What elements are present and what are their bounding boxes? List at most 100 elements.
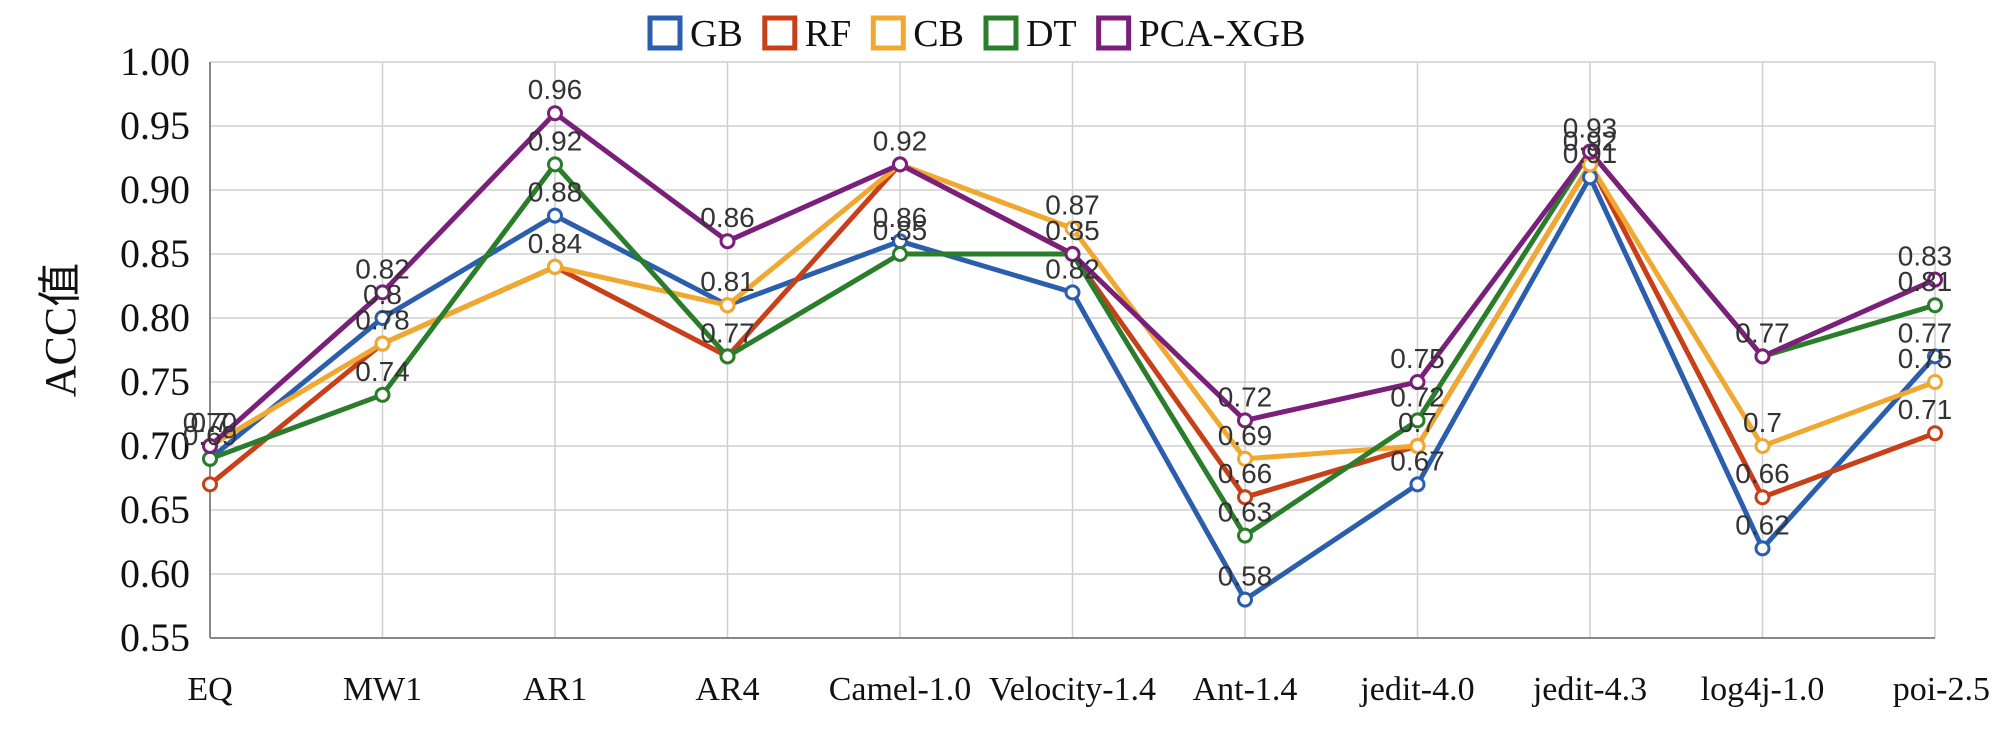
y-tick-label: 0.90 xyxy=(120,167,190,212)
legend-item-rf: RF xyxy=(762,13,851,55)
data-point-dt xyxy=(1237,527,1253,544)
data-point-pca-xgb xyxy=(374,284,391,301)
data-point-dt xyxy=(1409,412,1426,429)
legend-item-dt: DT xyxy=(983,13,1077,55)
data-point-gb xyxy=(1064,284,1081,301)
data-point-cb xyxy=(1064,220,1081,237)
data-label: 0.8 xyxy=(363,279,402,310)
x-tick-label: AR4 xyxy=(695,671,759,708)
y-tick-label: 0.55 xyxy=(120,615,190,660)
data-point-rf xyxy=(1237,489,1253,506)
legend-label: GB xyxy=(690,13,743,55)
data-label: 0.81 xyxy=(700,266,755,297)
y-tick-label: 0.85 xyxy=(120,231,190,276)
data-point-pca-xgb xyxy=(1927,271,1943,288)
data-label: 0.82 xyxy=(1045,253,1100,284)
data-point-dt xyxy=(202,450,218,467)
legend-swatch xyxy=(762,15,798,51)
data-point-pca-xgb xyxy=(1582,143,1598,160)
data-label: 0.92 xyxy=(528,125,583,156)
data-label: 0.84 xyxy=(528,228,583,259)
data-labels: 0.70.690.700.820.80.780.740.960.920.880.… xyxy=(183,74,1953,591)
data-label: 0.77 xyxy=(1735,317,1790,348)
y-tick-label: 0.70 xyxy=(120,423,190,468)
data-label: 0.77 xyxy=(1898,317,1953,348)
data-label: 0.82 xyxy=(355,253,410,284)
data-point-dt xyxy=(892,246,908,262)
data-point-cb xyxy=(1927,374,1943,390)
x-tick-label: jedit-4.3 xyxy=(1532,671,1647,708)
x-tick-label: Velocity-1.4 xyxy=(989,671,1156,708)
x-tick-label: MW1 xyxy=(343,671,422,708)
data-label: 0.92 xyxy=(1563,125,1618,156)
y-tick-label: 0.75 xyxy=(120,359,190,404)
legend-swatch xyxy=(870,15,906,51)
series-points xyxy=(202,105,1943,608)
data-point-rf xyxy=(202,476,218,493)
legend-swatch xyxy=(1096,15,1132,51)
y-axis-label: ACC值 xyxy=(36,263,85,397)
data-point-pca-xgb xyxy=(1754,348,1771,365)
x-tick-label: poi-2.5 xyxy=(1893,671,1990,708)
data-label: 0.72 xyxy=(1218,381,1273,412)
data-point-pca-xgb xyxy=(1237,412,1253,429)
data-point-pca-xgb xyxy=(1409,374,1426,390)
data-point-gb xyxy=(1754,540,1771,557)
data-label: 0.75 xyxy=(1390,343,1445,374)
data-label: 0.92 xyxy=(873,125,928,156)
axes: 0.550.600.650.700.750.800.850.900.951.00… xyxy=(120,39,1990,708)
data-label: 0.74 xyxy=(355,356,410,387)
data-label: 0.66 xyxy=(1735,458,1790,489)
legend-label: DT xyxy=(1026,13,1077,55)
data-label: 0.7 xyxy=(191,407,230,438)
data-label: 0.87 xyxy=(1045,189,1100,220)
data-label: 0.69 xyxy=(1218,420,1273,451)
y-tick-label: 0.80 xyxy=(120,295,190,340)
data-label: 0.86 xyxy=(873,202,928,233)
legend-label: CB xyxy=(913,13,964,55)
y-tick-label: 0.95 xyxy=(120,103,190,148)
data-point-dt xyxy=(547,156,563,173)
data-point-gb xyxy=(1582,169,1598,186)
data-label: 0.63 xyxy=(1218,497,1273,528)
data-point-pca-xgb xyxy=(719,233,736,250)
legend-swatch xyxy=(983,15,1019,51)
y-tick-label: 0.60 xyxy=(120,551,190,596)
data-point-gb xyxy=(1409,476,1426,493)
data-label: 0.75 xyxy=(1898,343,1953,374)
y-tick-label: 0.65 xyxy=(120,487,190,532)
legend: GB RF CB DT PCA-XGB xyxy=(647,13,1306,55)
data-label: 0.66 xyxy=(1218,458,1273,489)
data-point-cb xyxy=(1409,438,1426,454)
data-point-dt xyxy=(374,386,391,403)
data-label: 0.93 xyxy=(1563,113,1618,144)
data-label: 0.7 xyxy=(1743,407,1782,438)
data-label: 0.81 xyxy=(1898,266,1953,297)
legend-item-gb: GB xyxy=(647,13,743,55)
x-tick-label: jedit-4.0 xyxy=(1359,671,1474,708)
data-label: 0.86 xyxy=(700,202,755,233)
legend-item-pca-xgb: PCA-XGB xyxy=(1096,13,1306,55)
data-label: 0.96 xyxy=(528,74,583,105)
x-tick-label: AR1 xyxy=(523,671,587,708)
data-point-cb xyxy=(547,258,563,275)
data-point-pca-xgb xyxy=(1064,246,1081,262)
data-label: 0.69 xyxy=(183,420,238,451)
data-point-pca-xgb xyxy=(892,156,908,173)
x-tick-label: Ant-1.4 xyxy=(1193,671,1298,708)
legend-label: PCA-XGB xyxy=(1139,13,1306,55)
grid xyxy=(209,61,1936,639)
data-label: 0.71 xyxy=(1898,394,1953,425)
data-point-cb xyxy=(374,335,391,352)
data-label: 0.78 xyxy=(355,305,410,336)
data-label: 0.85 xyxy=(873,215,928,246)
data-label: 0.70 xyxy=(183,407,238,438)
data-label: 0.88 xyxy=(528,177,583,208)
data-point-cb xyxy=(1237,450,1253,467)
data-point-gb xyxy=(1927,348,1943,365)
data-point-rf xyxy=(1927,425,1943,442)
x-tick-label: Camel-1.0 xyxy=(829,671,972,708)
data-point-cb xyxy=(1754,438,1771,454)
data-label: 0.77 xyxy=(700,317,755,348)
legend-label: RF xyxy=(805,13,851,55)
